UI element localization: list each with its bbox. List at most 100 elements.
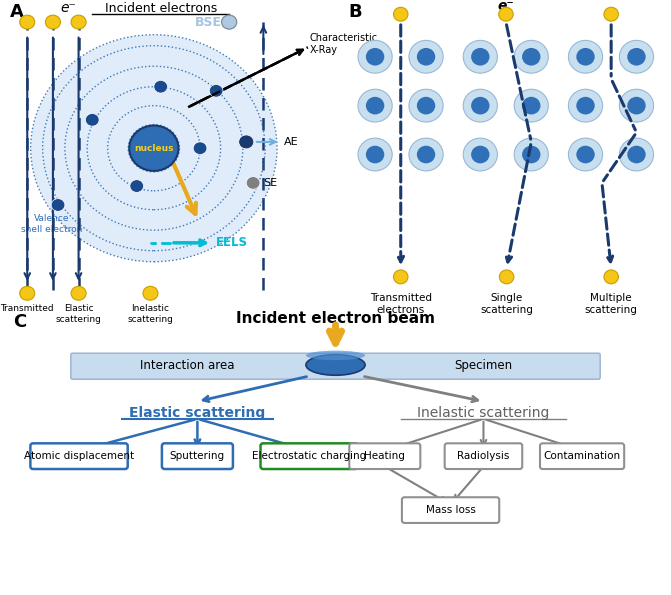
Text: Contamination: Contamination: [544, 451, 621, 461]
FancyBboxPatch shape: [30, 443, 127, 469]
Circle shape: [514, 40, 548, 73]
Text: A: A: [10, 3, 24, 21]
Circle shape: [619, 89, 654, 122]
Circle shape: [604, 270, 619, 284]
Circle shape: [409, 89, 443, 122]
Circle shape: [576, 48, 595, 65]
Circle shape: [522, 48, 540, 65]
FancyBboxPatch shape: [260, 443, 358, 469]
Text: SE: SE: [263, 178, 278, 188]
Circle shape: [619, 40, 654, 73]
Text: Inelastic
scattering: Inelastic scattering: [127, 304, 173, 324]
Circle shape: [85, 114, 99, 126]
FancyBboxPatch shape: [402, 497, 499, 523]
Circle shape: [568, 138, 603, 171]
Circle shape: [221, 15, 237, 29]
Circle shape: [619, 138, 654, 171]
Text: Atomic displacement: Atomic displacement: [24, 451, 134, 461]
Circle shape: [627, 48, 646, 65]
Text: Interaction area: Interaction area: [140, 359, 235, 372]
Circle shape: [576, 146, 595, 164]
Circle shape: [522, 97, 540, 114]
Text: EELS: EELS: [215, 236, 248, 249]
Text: e⁻: e⁻: [60, 1, 76, 15]
FancyBboxPatch shape: [71, 353, 600, 379]
Circle shape: [154, 80, 168, 93]
FancyBboxPatch shape: [350, 443, 420, 469]
Circle shape: [417, 97, 435, 114]
Text: Transmitted
electrons: Transmitted electrons: [370, 293, 431, 315]
Ellipse shape: [306, 355, 365, 375]
Circle shape: [71, 286, 86, 300]
Text: BSE: BSE: [195, 15, 222, 29]
Text: Elastic
scattering: Elastic scattering: [56, 304, 101, 324]
Circle shape: [604, 7, 619, 21]
Text: Radiolysis: Radiolysis: [457, 451, 510, 461]
Circle shape: [463, 40, 497, 73]
Text: AE: AE: [284, 137, 299, 147]
Circle shape: [576, 97, 595, 114]
Circle shape: [209, 84, 223, 97]
Text: Electrostatic charging: Electrostatic charging: [252, 451, 366, 461]
Text: Single
scattering: Single scattering: [480, 293, 533, 315]
Circle shape: [471, 146, 490, 164]
Text: C: C: [13, 312, 27, 331]
Circle shape: [366, 48, 384, 65]
Text: B: B: [349, 3, 362, 21]
Ellipse shape: [306, 350, 365, 360]
Text: Sputtering: Sputtering: [170, 451, 225, 461]
Text: Multiple
scattering: Multiple scattering: [584, 293, 637, 315]
FancyBboxPatch shape: [162, 443, 233, 469]
Circle shape: [514, 89, 548, 122]
Circle shape: [130, 126, 178, 171]
Circle shape: [627, 97, 646, 114]
Circle shape: [471, 97, 490, 114]
Circle shape: [19, 15, 35, 29]
Circle shape: [358, 89, 392, 122]
Circle shape: [46, 15, 60, 29]
Circle shape: [627, 146, 646, 164]
Text: Elastic scattering: Elastic scattering: [130, 406, 266, 420]
Circle shape: [246, 177, 260, 189]
Circle shape: [19, 286, 35, 300]
Text: Incident electrons: Incident electrons: [105, 2, 217, 14]
Text: Valence
shell electron: Valence shell electron: [21, 214, 82, 234]
Circle shape: [568, 89, 603, 122]
Circle shape: [409, 138, 443, 171]
Text: Heating: Heating: [364, 451, 405, 461]
Circle shape: [366, 97, 384, 114]
Text: e⁻: e⁻: [498, 0, 515, 13]
Text: Transmitted: Transmitted: [1, 304, 54, 314]
Circle shape: [471, 48, 490, 65]
Circle shape: [221, 15, 237, 29]
Circle shape: [31, 35, 277, 262]
Circle shape: [514, 138, 548, 171]
Circle shape: [463, 89, 497, 122]
FancyBboxPatch shape: [540, 443, 624, 469]
Circle shape: [358, 138, 392, 171]
Circle shape: [568, 40, 603, 73]
Text: Mass loss: Mass loss: [425, 505, 476, 515]
FancyBboxPatch shape: [445, 443, 522, 469]
Text: Incident electron beam: Incident electron beam: [236, 311, 435, 326]
Circle shape: [358, 40, 392, 73]
Text: Specimen: Specimen: [454, 359, 513, 372]
Circle shape: [417, 146, 435, 164]
Text: nucleus: nucleus: [134, 144, 174, 153]
Circle shape: [499, 270, 514, 284]
Circle shape: [417, 48, 435, 65]
Circle shape: [193, 142, 207, 155]
Circle shape: [393, 270, 408, 284]
Circle shape: [463, 138, 497, 171]
Circle shape: [71, 15, 86, 29]
Circle shape: [499, 7, 513, 21]
Circle shape: [130, 180, 144, 192]
Circle shape: [366, 146, 384, 164]
Circle shape: [143, 286, 158, 300]
Circle shape: [51, 199, 65, 211]
Text: Characteristic
X-Ray: Characteristic X-Ray: [309, 33, 378, 55]
Circle shape: [409, 40, 443, 73]
Circle shape: [239, 135, 254, 149]
Text: Inelastic scattering: Inelastic scattering: [417, 406, 550, 420]
Circle shape: [393, 7, 408, 21]
